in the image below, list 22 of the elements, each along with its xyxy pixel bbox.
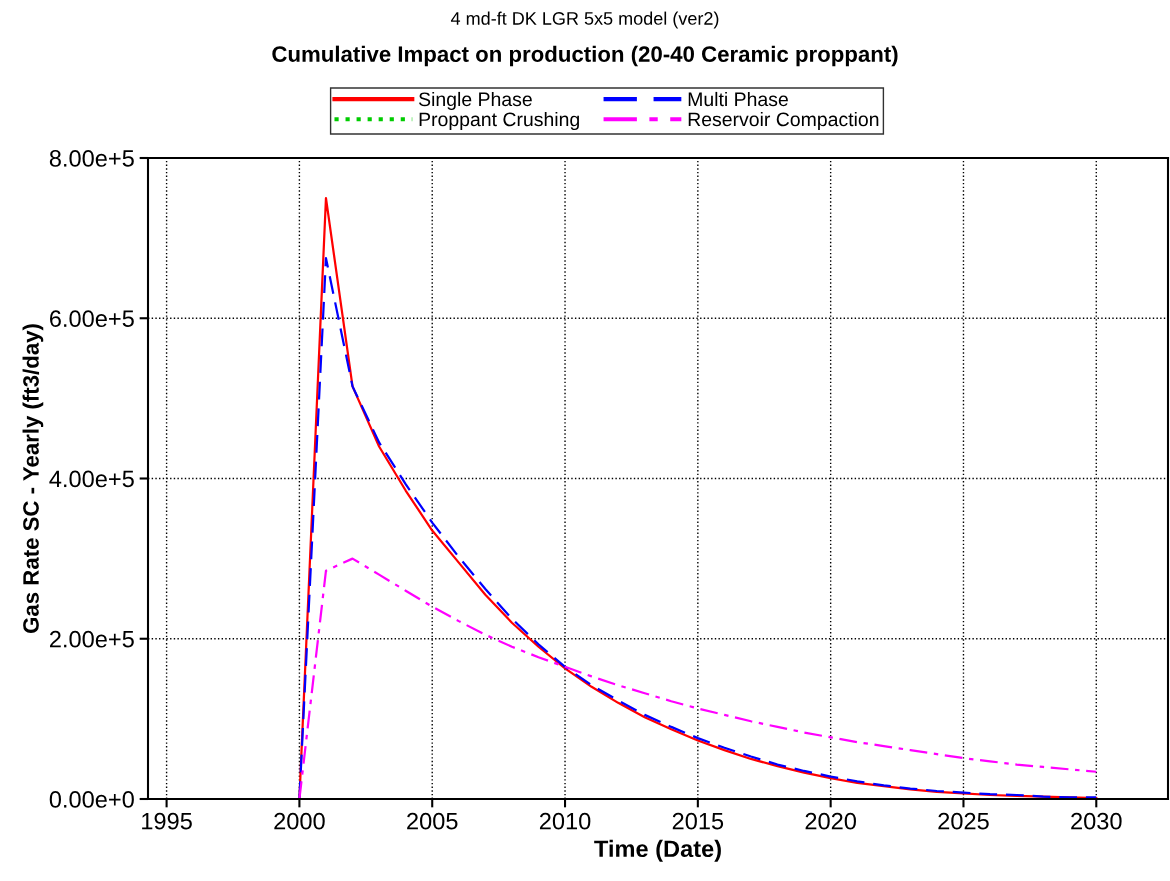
x-tick-label: 2025 xyxy=(938,812,989,830)
y-tick-label: 0.00e+0 xyxy=(49,791,134,808)
x-tick-label: 2000 xyxy=(274,812,325,830)
x-tick-label: 2030 xyxy=(1071,812,1122,830)
legend-label: Single Phase xyxy=(418,91,532,111)
y-axis-title: Gas Rate SC - Yearly (ft3/day) xyxy=(22,324,44,633)
legend-label: Reservoir Compaction xyxy=(688,111,879,131)
x-tick-label: 1995 xyxy=(142,812,192,830)
x-tick-label: 2005 xyxy=(407,812,458,830)
y-tick-label: 8.00e+5 xyxy=(49,150,134,167)
y-tick-label: 4.00e+5 xyxy=(49,470,134,488)
chart-title: Cumulative Impact on production (20-40 Ceramic proppant) xyxy=(272,45,898,67)
line-series xyxy=(298,557,1098,799)
chart-subtitle: 4 md-ft DK LGR 5x5 model (ver2) xyxy=(450,11,719,29)
legend-label: Multi Phase xyxy=(688,91,788,107)
x-tick-label: 2020 xyxy=(805,812,856,830)
x-axis-title: Time (Date) xyxy=(594,839,721,862)
y-tick-label: 6.00e+5 xyxy=(50,310,134,328)
x-tick-label: 2010 xyxy=(539,812,591,830)
y-tick-label: 2.00e+5 xyxy=(49,630,134,648)
legend-label: Proppant Crushing xyxy=(419,111,579,131)
x-tick-label: 2015 xyxy=(672,812,724,830)
